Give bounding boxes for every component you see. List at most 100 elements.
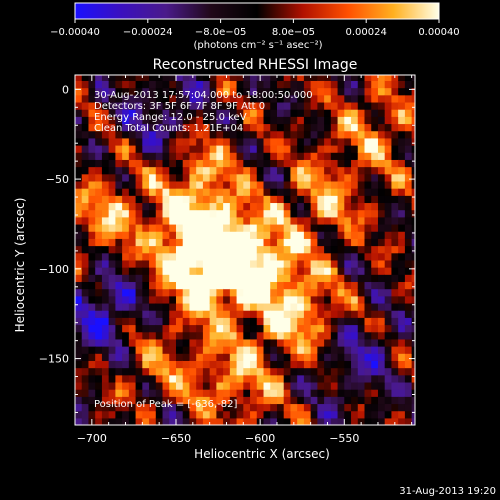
heatmap-cell (81, 87, 90, 96)
heatmap-cell (344, 374, 352, 383)
heatmap-cell (303, 331, 312, 340)
heatmap-cell (411, 252, 415, 261)
heatmap-cell (377, 159, 386, 168)
heatmap-cell (75, 101, 83, 110)
heatmap-cell (189, 288, 197, 297)
heatmap-cell (135, 310, 143, 318)
heatmap-cell (344, 317, 352, 326)
heatmap-cell (88, 302, 96, 311)
heatmap-cell (351, 231, 359, 239)
heatmap-cell (250, 360, 258, 369)
heatmap-cell (411, 417, 415, 425)
heatmap-cell (108, 159, 116, 168)
heatmap-cell (270, 130, 278, 139)
heatmap-cell (135, 360, 143, 369)
heatmap-cell (75, 188, 83, 196)
heatmap-cell (411, 166, 415, 175)
heatmap-cell (276, 367, 285, 376)
heatmap-cell (404, 245, 413, 254)
heatmap-cell (75, 360, 83, 369)
heatmap-cell (256, 281, 265, 290)
heatmap-cell (108, 353, 116, 361)
heatmap-cell (290, 216, 298, 225)
heatmap-cell (122, 267, 130, 275)
heatmap-cell (182, 80, 191, 89)
heatmap-cell (162, 152, 170, 160)
heatmap-cell (189, 223, 197, 232)
heatmap-cell (182, 195, 191, 204)
heatmap-cell (209, 281, 217, 290)
heatmap-cell (364, 202, 372, 211)
heatmap-cell (236, 353, 244, 361)
heatmap-cell (411, 94, 415, 103)
heatmap-cell (270, 410, 278, 419)
heatmap-cell (290, 130, 298, 139)
heatmap-cell (303, 302, 312, 311)
heatmap-cell (182, 209, 191, 218)
heatmap-cell (128, 223, 137, 232)
heatmap-cell (317, 324, 325, 333)
heatmap-cell (270, 137, 278, 146)
heatmap-cell (135, 159, 143, 168)
heatmap-cell (88, 109, 96, 117)
heatmap-cell (81, 245, 90, 254)
heatmap-cell (169, 274, 177, 283)
heatmap-cell (202, 252, 211, 261)
heatmap-cell (317, 403, 325, 412)
heatmap-cell (364, 417, 372, 425)
heatmap-cell (303, 374, 312, 383)
heatmap-cell (155, 223, 164, 232)
heatmap-cell (169, 216, 177, 225)
heatmap-cell (108, 94, 116, 103)
heatmap-cell (95, 302, 103, 311)
heatmap-cell (142, 159, 150, 168)
heatmap-cell (88, 216, 96, 225)
heatmap-cell (95, 202, 103, 211)
heatmap-cell (344, 338, 352, 347)
heatmap-cell (196, 94, 204, 103)
heatmap-cell (324, 338, 332, 347)
heatmap-cell (303, 238, 312, 247)
heatmap-cell (330, 94, 339, 103)
heatmap-cell (175, 367, 184, 376)
heatmap-cell (411, 410, 415, 419)
heatmap-cell (297, 396, 305, 405)
heatmap-cell (155, 295, 164, 304)
heatmap-cell (310, 324, 318, 333)
heatmap-cell (270, 195, 278, 204)
heatmap-cell (270, 75, 278, 81)
heatmap-cell (330, 281, 339, 290)
heatmap-cell (404, 288, 413, 297)
heatmap-cell (196, 331, 204, 340)
heatmap-cell (229, 353, 238, 361)
heatmap-cell (182, 396, 191, 405)
heatmap-cell (351, 410, 359, 419)
heatmap-cell (155, 152, 164, 160)
heatmap-cell (202, 317, 211, 326)
heatmap-cell (337, 288, 345, 297)
heatmap-cell (398, 180, 406, 189)
heatmap-cell (371, 159, 379, 168)
heatmap-cell (182, 338, 191, 347)
heatmap-cell (135, 410, 143, 419)
heatmap-cell (229, 381, 238, 390)
heatmap-cell (149, 360, 157, 369)
heatmap-cell (263, 87, 271, 96)
heatmap-cell (155, 137, 164, 146)
heatmap-cell (357, 274, 366, 283)
heatmap-cell (175, 238, 184, 247)
heatmap-cell (391, 331, 399, 340)
heatmap-cell (115, 267, 123, 275)
heatmap-cell (149, 166, 157, 175)
heatmap-cell (202, 274, 211, 283)
heatmap-cell (135, 252, 143, 261)
heatmap-cell (189, 302, 197, 311)
heatmap-cell (384, 374, 393, 383)
heatmap-cell (162, 94, 170, 103)
heatmap-cell (108, 267, 116, 275)
heatmap-cell (169, 259, 177, 268)
heatmap-cell (243, 417, 251, 425)
heatmap-cell (88, 281, 96, 290)
heatmap-cell (310, 166, 318, 175)
heatmap-cell (95, 310, 103, 318)
